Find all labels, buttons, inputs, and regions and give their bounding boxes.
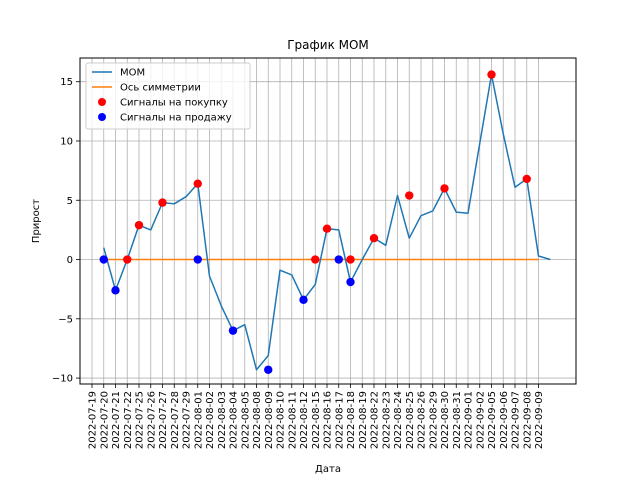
- y-axis-label: Прирост: [31, 199, 42, 243]
- x-tick-label: 2022-08-05: [240, 391, 251, 449]
- data-layer: [99, 70, 551, 374]
- y-tick-label: 5: [67, 196, 73, 207]
- sell-signal-point: [193, 255, 202, 264]
- x-tick-label: 2022-08-16: [323, 391, 334, 449]
- x-tick-label: 2022-08-30: [440, 391, 451, 449]
- x-tick-label: 2022-08-22: [370, 391, 381, 449]
- buy-signal-point: [123, 255, 132, 264]
- x-tick-label: 2022-08-24: [393, 391, 404, 449]
- x-tick-label: 2022-08-29: [428, 391, 439, 449]
- x-tick-label: 2022-08-11: [287, 391, 298, 449]
- x-tick-label: 2022-08-18: [346, 391, 357, 449]
- x-tick-label: 2022-08-17: [334, 391, 345, 449]
- plot-frame: [79, 57, 577, 385]
- y-tick-label: 15: [60, 77, 73, 88]
- sell-signal-point: [111, 286, 120, 295]
- x-tick-label: 2022-08-01: [193, 391, 204, 449]
- x-tick-label: 2022-07-22: [123, 391, 134, 449]
- x-tick-label: 2022-07-25: [135, 391, 146, 449]
- buy-signal-point: [158, 198, 167, 207]
- x-tick-label: 2022-07-26: [146, 391, 157, 449]
- buy-signal-point: [487, 70, 496, 79]
- x-tick-label: 2022-09-02: [475, 391, 486, 449]
- x-tick-label: 2022-09-08: [522, 391, 533, 449]
- buy-signal-point: [311, 255, 320, 264]
- buy-signal-point: [440, 184, 449, 193]
- legend: MOM Ось симметрии Сигналы на покупку Сиг…: [85, 62, 251, 130]
- buy-signal-point: [346, 255, 355, 264]
- x-tick-label: 2022-09-07: [511, 391, 522, 449]
- legend-label-buy: Сигналы на покупку: [120, 98, 228, 109]
- x-tick-label: 2022-07-21: [111, 391, 122, 449]
- sell-signal-point: [346, 277, 355, 287]
- buy-signal-point: [322, 224, 332, 233]
- x-tick-label: 2022-08-15: [311, 391, 322, 449]
- x-tick-label: 2022-07-27: [158, 391, 169, 449]
- sell-signal-point: [228, 326, 238, 335]
- x-tick-label: 2022-08-19: [358, 391, 369, 449]
- x-tick-label: 2022-07-19: [88, 391, 99, 449]
- sell-signal-point: [299, 295, 308, 305]
- legend-label-symmetry: Ось симметрии: [120, 83, 201, 94]
- x-tick-label: 2022-08-03: [217, 391, 228, 449]
- x-tick-label: 2022-08-23: [381, 391, 392, 449]
- x-tick-label: 2022-08-02: [205, 391, 216, 449]
- x-tick-label: 2022-07-20: [99, 391, 110, 449]
- x-tick-label: 2022-08-09: [264, 391, 275, 449]
- x-tick-label: 2022-09-06: [499, 391, 510, 449]
- y-tick-label: 0: [67, 255, 73, 266]
- buy-signal-point: [134, 220, 144, 230]
- chart-title: График MOM: [287, 38, 369, 52]
- x-tick-label: 2022-08-12: [299, 391, 310, 449]
- x-tick-label: 2022-09-05: [487, 391, 498, 449]
- buy-signal-point: [405, 191, 414, 200]
- x-tick-label: 2022-07-29: [182, 391, 193, 449]
- x-tick-label: 2022-08-08: [252, 391, 263, 449]
- x-tick-label: 2022-08-25: [405, 391, 416, 449]
- buy-signal-point: [522, 174, 531, 184]
- legend-label-sell: Сигналы на продажу: [120, 113, 232, 124]
- buy-signal-point: [369, 233, 379, 243]
- x-tick-label: 2022-08-04: [229, 391, 240, 449]
- x-tick-label: 2022-07-28: [170, 391, 181, 449]
- y-tick-label: −5: [58, 314, 73, 325]
- buy-signal-point: [193, 179, 202, 188]
- x-tick-label: 2022-08-31: [452, 391, 463, 449]
- ticks: 2022-07-19 2022-07-20 2022-07-21 2022-07-22…: [52, 77, 545, 449]
- x-tick-label: 2022-08-10: [276, 391, 287, 449]
- legend-box: [85, 62, 251, 130]
- y-tick-label: 10: [60, 136, 73, 147]
- x-tick-label: 2022-09-09: [534, 391, 545, 449]
- legend-swatch-buy: [98, 98, 106, 106]
- legend-label-mom: MOM: [120, 68, 145, 79]
- x-tick-label: 2022-08-26: [417, 391, 428, 449]
- x-axis-label: Дата: [315, 464, 341, 475]
- sell-signal-point: [334, 255, 343, 264]
- sell-signal-point: [264, 365, 273, 374]
- y-tick-label: −10: [52, 374, 73, 385]
- legend-swatch-sell: [98, 113, 106, 121]
- sell-signal-point: [99, 255, 108, 264]
- x-tick-label: 2022-09-01: [464, 391, 475, 449]
